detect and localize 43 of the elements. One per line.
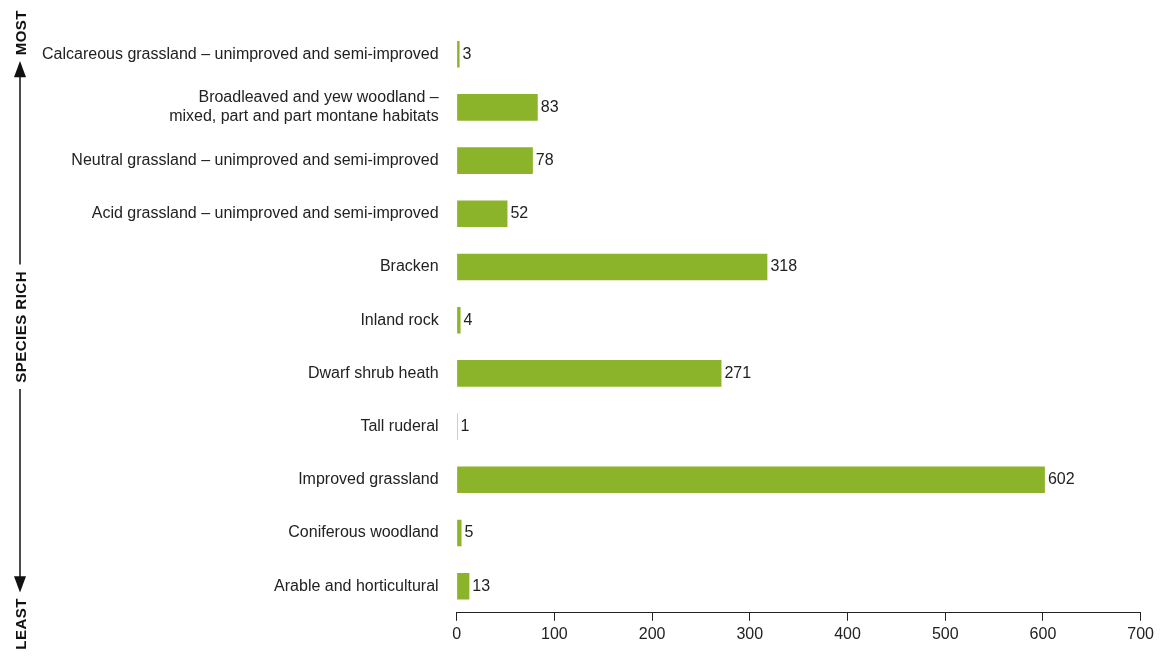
y-tick-label: Arable and horticultural [274,576,439,594]
data-label: 1 [460,417,470,435]
data-label: 78 [535,151,554,169]
data-label: 3 [462,44,472,62]
bar [457,572,470,600]
x-tick-label: 300 [736,624,764,642]
data-label: 602 [1047,470,1075,488]
y-tick-label: Calcareous grassland – unimproved and semi-improved [42,44,439,62]
x-tick-label: 400 [834,624,861,642]
bar [457,40,460,68]
y-tick-label: Bracken [379,257,439,275]
bar [457,147,533,174]
text: LEAST [11,598,29,650]
y-tick-label: Broadleaved and yew woodland – mixed, part and part montane habitats [169,88,439,125]
x-tick-label: 500 [931,624,959,642]
y-tick-label: Acid grassland – unimproved and semi-improved [91,204,439,222]
bar [457,466,1045,494]
text: MOST [11,10,29,56]
y-tick-label: Coniferous woodland [288,523,439,541]
bar [457,360,722,387]
data-label: 4 [463,310,473,328]
x-tick-label: 0 [452,624,462,642]
y-tick-label: Improved grassland [298,470,439,488]
x-tick-label: 700 [1127,624,1155,642]
data-label: 13 [472,576,491,594]
x-tick-label: 600 [1029,624,1057,642]
y-tick-label: Dwarf shrub heath [307,363,439,381]
bar [457,200,508,228]
data-label: 83 [540,97,559,115]
bar [457,519,462,547]
y-tick-label: Inland rock [360,310,440,328]
data-label: 318 [770,257,798,275]
data-label: 5 [464,523,474,541]
data-label: 52 [510,204,529,222]
y-tick-label: Neutral grassland – unimproved and semi-improved [71,151,439,169]
x-tick-label: 200 [638,624,666,642]
data-label: 271 [724,363,752,381]
bar [457,94,538,121]
y-tick-label: Tall ruderal [360,417,439,435]
text: SPECIES RICH [11,270,29,383]
bar [457,306,461,334]
bar [457,253,768,281]
x-tick-label: 100 [541,624,568,642]
